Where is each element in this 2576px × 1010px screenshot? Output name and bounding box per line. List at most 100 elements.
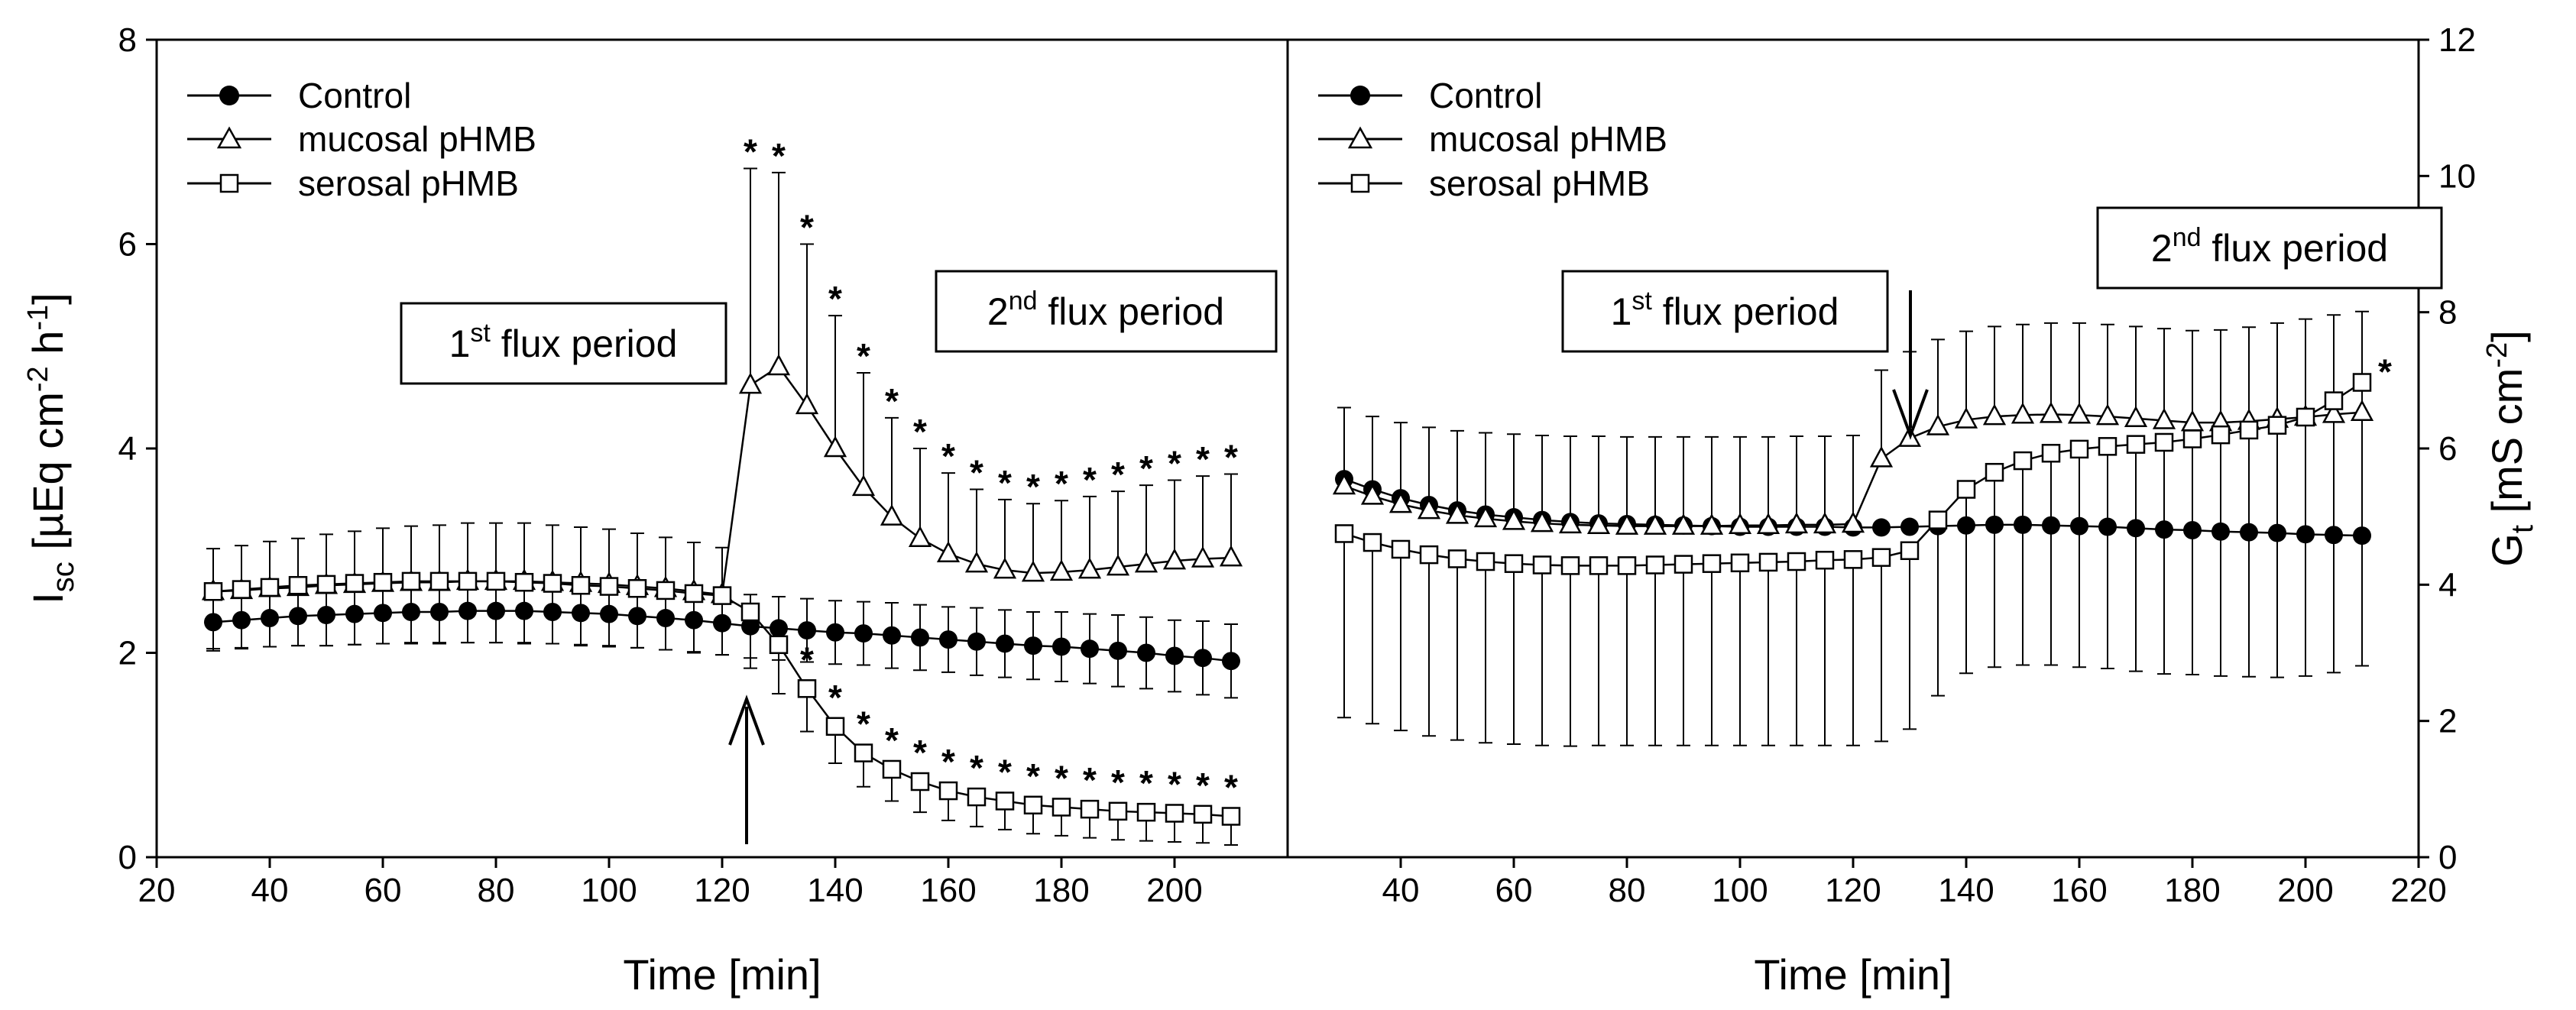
- point-mucosal-phmb: [795, 393, 819, 415]
- significance-star-mucosal-phmb: *: [744, 132, 757, 172]
- x-tick-label: 140: [1938, 872, 1994, 909]
- point-control: [770, 619, 788, 638]
- point-control: [2014, 515, 2032, 534]
- right-arrow-down: [1892, 290, 1929, 440]
- point-mucosal-phmb: [1388, 491, 1413, 513]
- x-tick-label: 100: [581, 872, 637, 909]
- point-serosal-phmb: [967, 787, 987, 807]
- point-mucosal-phmb: [2095, 403, 2120, 426]
- point-mucosal-phmb: [1982, 403, 2007, 426]
- significance-star-serosal-phmb: *: [800, 639, 814, 679]
- point-control: [2098, 517, 2117, 536]
- x-tick-label: 120: [1825, 872, 1881, 909]
- x-tick-label: 80: [478, 872, 515, 909]
- point-control: [685, 610, 703, 630]
- point-control: [713, 613, 731, 633]
- x-tick-label: 200: [2277, 872, 2333, 909]
- point-serosal-phmb: [684, 584, 704, 604]
- point-serosal-phmb: [910, 772, 930, 791]
- point-serosal-phmb: [260, 578, 280, 597]
- point-serosal-phmb: [882, 759, 902, 779]
- legend-marker-serosal: [1350, 173, 1370, 193]
- y-tick-label: 4: [118, 430, 137, 468]
- y-tick-label: 10: [2438, 157, 2476, 195]
- left-panel: 20 40 60 80 100 120 140 160 180 200 0 2 4 6 8 * * * * * * * * *…: [118, 21, 1289, 909]
- point-serosal-phmb: [1504, 554, 1524, 573]
- point-control: [261, 609, 279, 628]
- point-mucosal-phmb: [1049, 559, 1074, 581]
- point-mucosal-phmb: [1643, 513, 1667, 535]
- point-control: [430, 603, 449, 621]
- point-serosal-phmb: [1843, 550, 1863, 569]
- point-control: [458, 601, 477, 620]
- point-control: [1194, 649, 1212, 668]
- point-mucosal-phmb: [1219, 545, 1243, 567]
- x-tick-label: 60: [365, 872, 402, 909]
- x-tick-label: 140: [807, 872, 863, 909]
- significance-star-mucosal-phmb: *: [941, 436, 955, 476]
- point-control: [2070, 516, 2088, 536]
- significance-star-mucosal-phmb: *: [1026, 467, 1040, 507]
- point-serosal-phmb: [1447, 549, 1467, 568]
- significance-star-serosal-phmb: *: [998, 752, 1012, 791]
- significance-star-mucosal-phmb: *: [857, 336, 870, 376]
- left-legend: Control mucosal pHMB serosal pHMB: [187, 76, 536, 203]
- significance-star-mucosal-phmb: *: [1083, 460, 1097, 500]
- point-mucosal-phmb: [964, 551, 989, 573]
- significance-star-mucosal-phmb: *: [998, 463, 1012, 503]
- point-mucosal-phmb: [1134, 551, 1158, 573]
- point-serosal-phmb: [345, 574, 365, 593]
- point-control: [1165, 646, 1184, 665]
- point-serosal-phmb: [514, 572, 534, 592]
- point-serosal-phmb: [2211, 425, 2231, 445]
- point-mucosal-phmb: [738, 372, 763, 394]
- point-serosal-phmb: [1334, 524, 1354, 543]
- point-serosal-phmb: [627, 578, 647, 598]
- significance-star-mucosal-phmb: *: [1168, 443, 1181, 483]
- point-serosal-phmb: [401, 571, 421, 591]
- point-mucosal-phmb: [1615, 513, 1639, 535]
- legend-marker-control: [1350, 86, 1370, 105]
- point-control: [1024, 636, 1042, 656]
- x-tick-label: 20: [138, 872, 176, 909]
- significance-star-serosal-phmb: *: [857, 704, 870, 744]
- significance-star-serosal-phmb: *: [885, 720, 899, 760]
- point-serosal-phmb: [1363, 533, 1382, 552]
- point-control: [1081, 639, 1099, 659]
- legend-label-mucosal: mucosal pHMB: [298, 119, 536, 159]
- point-control: [1985, 515, 2004, 534]
- significance-star-serosal-phmb: *: [2378, 352, 2392, 392]
- left-y-axis-label: Isc [µEq cm-2 h-1]: [22, 293, 80, 604]
- point-serosal-phmb: [1645, 555, 1665, 575]
- point-serosal-phmb: [2352, 373, 2372, 392]
- point-mucosal-phmb: [766, 354, 791, 376]
- point-serosal-phmb: [769, 635, 789, 655]
- point-serosal-phmb: [1985, 462, 2004, 482]
- significance-star-mucosal-phmb: *: [1139, 448, 1153, 488]
- x-tick-label: 40: [1382, 872, 1420, 909]
- point-serosal-phmb: [316, 575, 336, 594]
- point-mucosal-phmb: [2180, 410, 2205, 432]
- point-serosal-phmb: [1560, 556, 1580, 575]
- point-control: [204, 613, 222, 632]
- point-serosal-phmb: [995, 791, 1015, 811]
- point-mucosal-phmb: [1954, 406, 1978, 429]
- point-serosal-phmb: [1476, 552, 1495, 571]
- point-control: [2240, 523, 2258, 542]
- point-mucosal-phmb: [2322, 401, 2346, 423]
- y-tick-label: 0: [2438, 839, 2457, 876]
- point-serosal-phmb: [1702, 554, 1722, 573]
- point-mucosal-phmb: [1756, 513, 1781, 535]
- point-serosal-phmb: [1956, 480, 1976, 499]
- significance-star-mucosal-phmb: *: [1196, 439, 1210, 479]
- x-tick-label: 160: [920, 872, 976, 909]
- point-serosal-phmb: [1589, 556, 1609, 575]
- significance-star-mucosal-phmb: *: [885, 381, 899, 421]
- legend-label-serosal: serosal pHMB: [298, 163, 519, 203]
- y-tick-label: 8: [2438, 294, 2457, 332]
- significance-star-mucosal-phmb: *: [1224, 437, 1238, 477]
- significance-star-mucosal-phmb: *: [970, 453, 983, 493]
- point-mucosal-phmb: [993, 557, 1017, 579]
- point-control: [741, 617, 760, 636]
- significance-star-serosal-phmb: *: [941, 742, 955, 782]
